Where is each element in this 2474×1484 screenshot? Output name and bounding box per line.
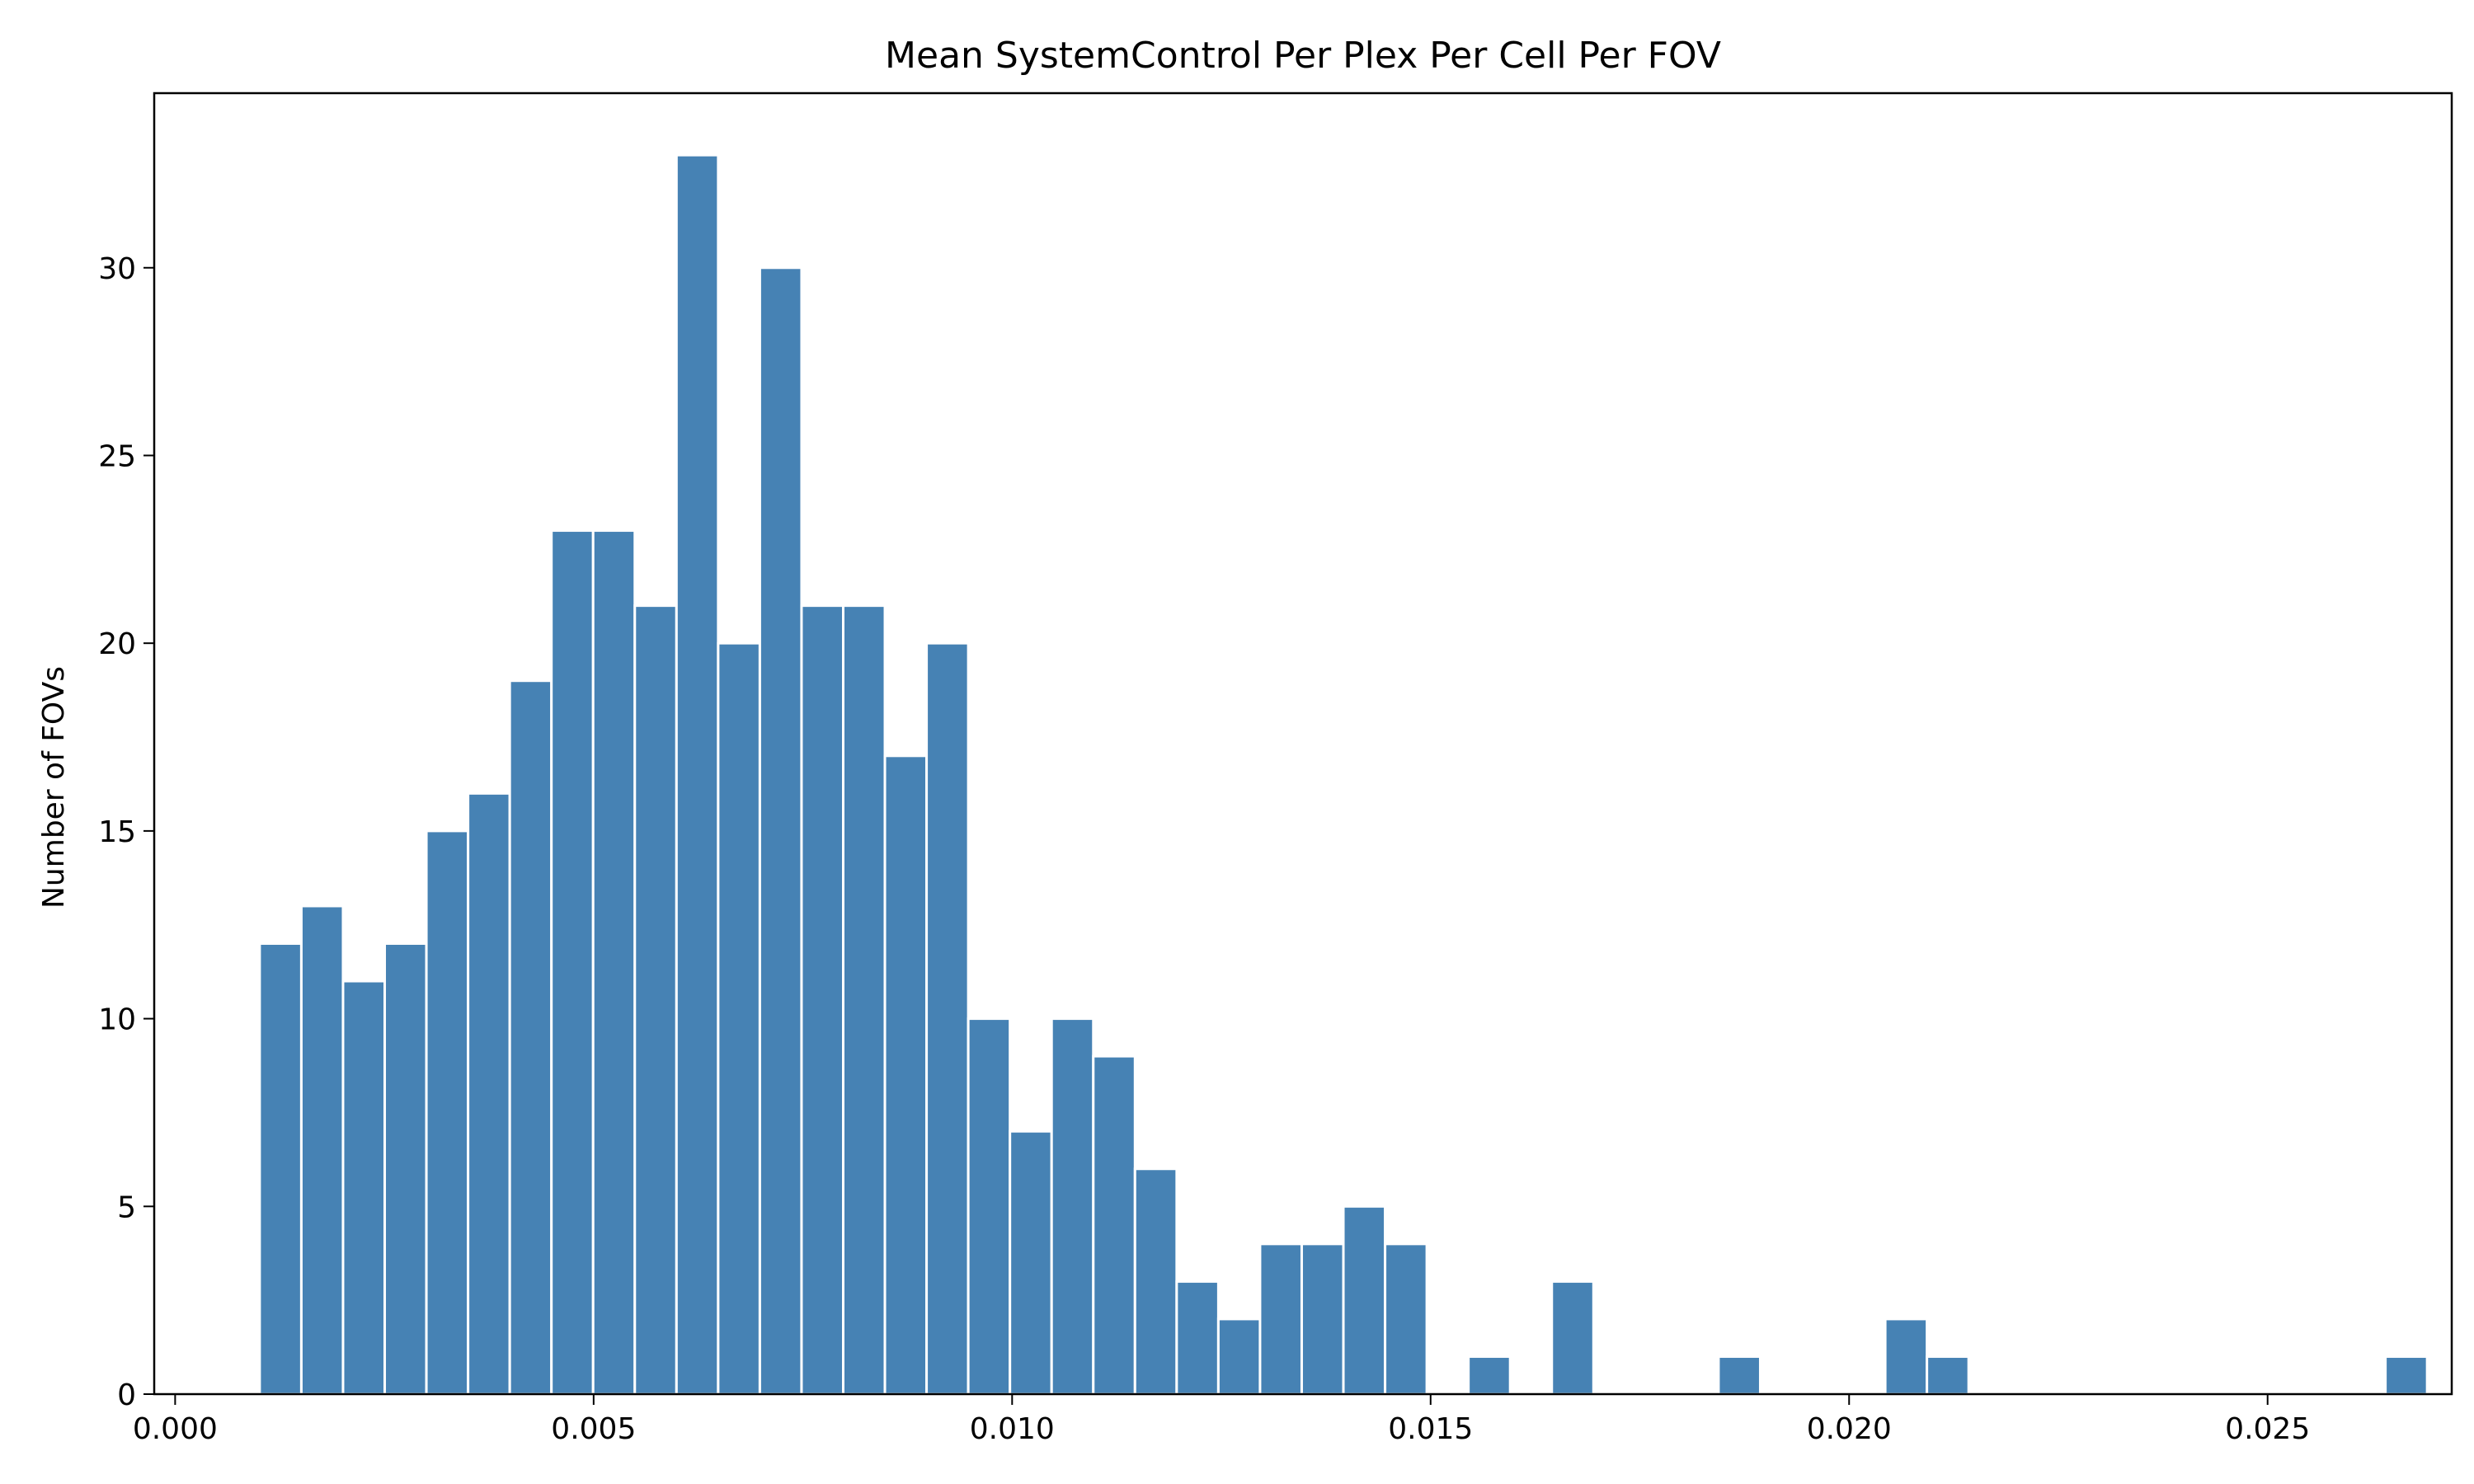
histogram-bar — [258, 942, 303, 1396]
histogram-bar — [1717, 1355, 1761, 1396]
bars-group — [258, 153, 2429, 1396]
y-tick-label: 20 — [98, 627, 136, 661]
y-tick-label: 30 — [98, 252, 136, 286]
histogram-bar — [508, 679, 553, 1396]
histogram-bar — [1258, 1242, 1303, 1396]
y-tick-label: 10 — [98, 1003, 136, 1037]
histogram-bar — [1216, 1317, 1262, 1396]
histogram-bar — [1009, 1129, 1053, 1396]
y-axis-label: Number of FOVs — [37, 666, 71, 909]
histogram-bar — [1550, 1280, 1595, 1396]
histogram-bar — [1384, 1242, 1428, 1396]
histogram-bar — [383, 942, 428, 1396]
y-tick-label: 5 — [117, 1190, 136, 1224]
x-tick-label: 0.005 — [551, 1412, 636, 1446]
histogram-bar — [341, 979, 387, 1396]
histogram-bar — [967, 1017, 1012, 1396]
x-tick-label: 0.015 — [1388, 1412, 1473, 1446]
histogram-bar — [1092, 1054, 1136, 1396]
y-axis: 0 5 10 15 20 25 30 — [98, 252, 154, 1412]
histogram-bar — [1926, 1355, 1970, 1396]
histogram-bar — [2384, 1355, 2429, 1396]
histogram-bar — [299, 904, 345, 1396]
histogram-bar — [1175, 1280, 1220, 1396]
histogram-bar — [717, 641, 761, 1396]
plot-frame — [153, 92, 2453, 1396]
histogram-bar — [425, 829, 470, 1396]
y-tick-label: 15 — [98, 815, 136, 849]
histogram-bar — [800, 604, 844, 1396]
x-tick-label: 0.010 — [970, 1412, 1055, 1446]
histogram-bar — [1884, 1317, 1929, 1396]
histogram-bar — [591, 529, 637, 1396]
y-tick-label: 25 — [98, 439, 136, 473]
histogram-bar — [883, 754, 929, 1396]
histogram-bar — [1342, 1205, 1387, 1396]
x-tick-label: 0.025 — [2225, 1412, 2310, 1446]
histogram-bar — [1050, 1017, 1095, 1396]
x-tick-label: 0.000 — [133, 1412, 218, 1446]
histogram-bar — [925, 641, 970, 1396]
histogram-bar — [841, 604, 887, 1396]
y-tick-label: 0 — [117, 1378, 136, 1412]
histogram-bar — [467, 791, 511, 1396]
histogram-bar — [675, 153, 720, 1396]
histogram-bar — [758, 266, 803, 1396]
x-axis: 0.000 0.005 0.010 0.015 0.020 0.025 — [133, 1394, 2310, 1446]
histogram-bar — [1133, 1167, 1178, 1396]
histogram-bar — [633, 604, 678, 1396]
x-tick-label: 0.020 — [1807, 1412, 1892, 1446]
histogram-bar — [1467, 1355, 1512, 1396]
histogram-bar — [550, 529, 595, 1396]
chart-title: Mean SystemControl Per Plex Per Cell Per… — [885, 35, 1721, 77]
histogram-bar — [1300, 1242, 1345, 1396]
